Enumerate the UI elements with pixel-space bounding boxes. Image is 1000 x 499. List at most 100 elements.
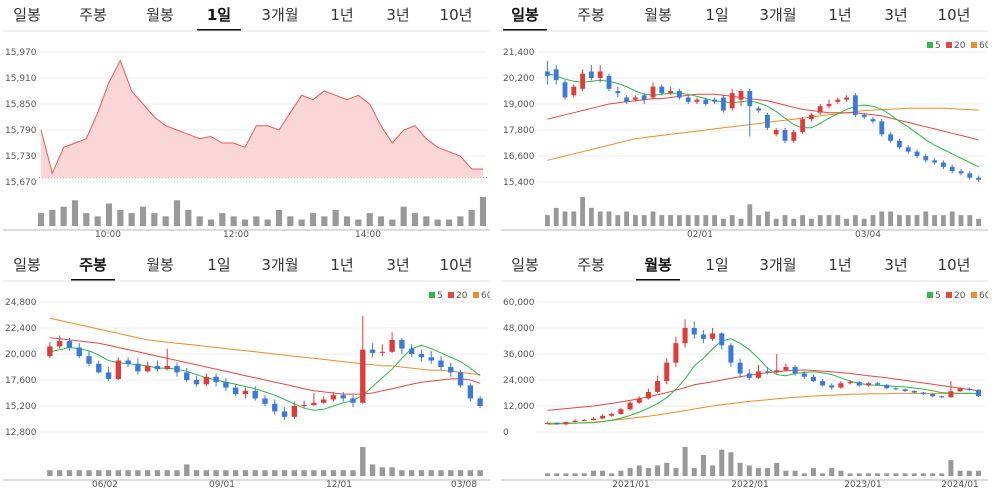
- volume-bar: [457, 470, 464, 476]
- tab-daily[interactable]: 일봉: [13, 6, 41, 24]
- tab-3year[interactable]: 3년: [884, 256, 908, 274]
- candle-body: [847, 382, 853, 384]
- volume-bar: [764, 211, 770, 226]
- tab-1day[interactable]: 1일: [705, 6, 729, 24]
- volume-bar: [164, 470, 170, 476]
- tab-1year[interactable]: 1년: [828, 256, 852, 274]
- candle-body: [826, 104, 832, 107]
- tab-monthly[interactable]: 월봉: [644, 6, 672, 24]
- y-tick-label: 22,400: [5, 324, 37, 334]
- tab-3month[interactable]: 3개월: [759, 256, 797, 274]
- candle-body: [940, 162, 946, 167]
- candle-body: [477, 398, 483, 406]
- candle-body: [685, 97, 691, 102]
- tab-3month[interactable]: 3개월: [261, 256, 299, 274]
- candle-body: [340, 395, 346, 399]
- x-tick-label: 03/08: [451, 480, 477, 490]
- ma20-line: [547, 369, 979, 411]
- candle-body: [765, 371, 771, 373]
- tab-monthly[interactable]: 월봉: [146, 256, 174, 274]
- tab-3month[interactable]: 3개월: [261, 6, 299, 24]
- candle-body: [438, 360, 444, 367]
- volume-bar: [366, 213, 373, 226]
- tab-weekly[interactable]: 주봉: [577, 6, 605, 24]
- volume-bar: [135, 470, 141, 476]
- volume-bar: [694, 215, 700, 226]
- tab-monthly[interactable]: 월봉: [146, 6, 174, 24]
- y-tick-label: 24,800: [5, 298, 37, 308]
- volume-bar: [47, 470, 53, 476]
- tab-3year[interactable]: 3년: [386, 256, 410, 274]
- volume-bar: [710, 465, 716, 476]
- volume-bar: [720, 218, 726, 226]
- volume-bar: [632, 215, 638, 226]
- volume-bar: [281, 470, 288, 476]
- volume-bar: [262, 470, 268, 476]
- ma60-line: [547, 107, 979, 161]
- volume-bar: [627, 468, 633, 476]
- candle-body: [808, 114, 814, 120]
- volume-bar: [350, 470, 356, 476]
- volume-bar: [264, 219, 271, 226]
- volume-bar: [668, 215, 674, 226]
- tab-daily[interactable]: 일봉: [503, 0, 547, 31]
- tab-1year[interactable]: 1년: [330, 256, 354, 274]
- volume-bar: [948, 460, 954, 476]
- volume-bar: [590, 470, 596, 476]
- volume-bar: [309, 213, 317, 226]
- volume-bar: [966, 470, 972, 476]
- tab-10year[interactable]: 10년: [439, 6, 473, 24]
- tab-1day[interactable]: 1일: [207, 256, 231, 274]
- tab-10year[interactable]: 10년: [439, 256, 473, 274]
- candle-body: [418, 354, 425, 358]
- volume-bar: [875, 473, 881, 476]
- tab-weekly[interactable]: 주봉: [71, 250, 115, 281]
- volume-bar: [756, 215, 762, 226]
- volume-bar: [125, 470, 131, 476]
- tab-1year[interactable]: 1년: [828, 6, 852, 24]
- volume-bar: [911, 473, 917, 476]
- volume-bar: [196, 216, 203, 226]
- volume-bar: [418, 470, 425, 476]
- tab-weekly[interactable]: 주봉: [79, 6, 107, 24]
- weekly-candle-chart: 24,800 22,400 20,000 17,600 15,200 12,800 5 20 6…: [3, 280, 490, 490]
- candle-body: [861, 114, 867, 117]
- candle-body: [154, 365, 161, 370]
- candle-body: [581, 420, 587, 422]
- tab-daily[interactable]: 일봉: [511, 256, 539, 274]
- volume-bar: [905, 215, 911, 226]
- tab-3month[interactable]: 3개월: [759, 6, 797, 24]
- legend-label-ma20: 20: [954, 41, 966, 51]
- tab-10year[interactable]: 10년: [937, 6, 971, 24]
- y-tick-label: 21,400: [503, 48, 535, 58]
- candle-body: [360, 349, 366, 403]
- candle-body: [957, 388, 963, 392]
- candle-body: [703, 99, 709, 104]
- candle-body: [664, 362, 670, 382]
- candle-body: [682, 328, 688, 344]
- volume-bar: [609, 473, 615, 476]
- tab-3year[interactable]: 3년: [884, 6, 908, 24]
- volume-bar: [719, 449, 725, 476]
- volume-bar: [755, 468, 761, 476]
- volume-bar: [311, 470, 317, 476]
- tab-weekly[interactable]: 주봉: [577, 256, 605, 274]
- volume-bar: [185, 209, 192, 226]
- tab-10year[interactable]: 10년: [937, 256, 971, 274]
- candle-body: [737, 362, 743, 374]
- candle-body: [641, 95, 647, 100]
- tab-1day[interactable]: 1일: [197, 0, 241, 31]
- volume-bar: [700, 454, 706, 476]
- volume-bar: [400, 206, 407, 226]
- ma5-line: [547, 73, 979, 168]
- candle-body: [939, 396, 945, 398]
- candle-body: [719, 333, 725, 346]
- tab-daily[interactable]: 일봉: [13, 256, 41, 274]
- tab-monthly[interactable]: 월봉: [636, 250, 680, 281]
- tab-3year[interactable]: 3년: [386, 6, 410, 24]
- tab-1day[interactable]: 1일: [705, 256, 729, 274]
- x-tick-label: 06/02: [92, 480, 118, 490]
- volume-bar: [241, 219, 249, 226]
- tab-1year[interactable]: 1년: [330, 6, 354, 24]
- candle-body: [879, 121, 885, 135]
